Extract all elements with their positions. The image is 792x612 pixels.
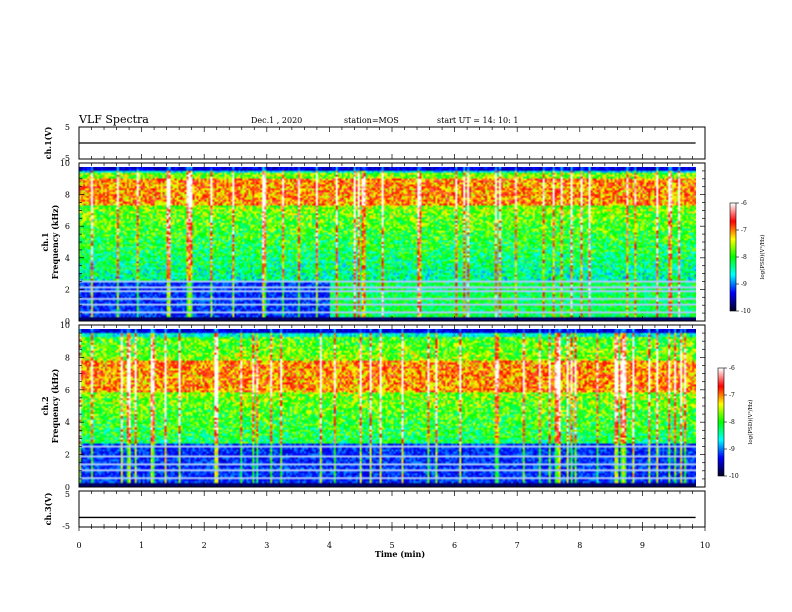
colorbar-tick--10: -10 [729,473,739,480]
ch3-voltage-ylabel: ch.3(V) [43,492,53,525]
ch2-frequency-ticks: 0 2 4 6 8 10 [60,321,705,492]
xtick-label-10: 10 [700,541,710,550]
ch2-ytick-8: 8 [65,353,70,362]
colorbar-tick--6: -6 [741,200,747,207]
colorbar-tick--9: -9 [729,446,735,453]
colorbar-tick--7: -7 [729,392,735,399]
ch2-spectrogram-panel: 0 2 4 6 8 10 ch.2 Frequency (kHz) [40,321,706,492]
colorbar-tick--8: -8 [729,419,735,426]
ch1-ylabel-frequency: Frequency (kHz) [50,204,60,279]
ch2-colorbar-ticks: -6 -7 -8 -9 -10 [724,365,739,480]
colorbar-tick--6: -6 [729,365,735,372]
ch3-voltage-frame [78,490,706,528]
figure-title: VLF Spectra [78,113,149,126]
ch1-colorbar-label: log(PSD)(V²/Hz) [759,235,766,280]
ch1-voltage-panel: 5 -5 ch.1(V) [43,123,706,163]
ch2-colorbar: -6 -7 -8 -9 -10 log(PSD)(V²/Hz) [717,365,754,480]
colorbar-tick--9: -9 [741,281,747,288]
header-date: Dec.1 , 2020 [251,116,302,125]
ch2-ytick-10: 10 [60,321,70,330]
xtick-label-8: 8 [577,541,582,550]
ch1-ytick-bottom: -5 [62,154,70,163]
ch2-ylabel-channel: ch.2 [40,396,50,415]
ch3-ytick-top: 5 [65,490,70,499]
ch1-ytick-2: 2 [65,285,70,294]
ch1-ytick-8: 8 [65,191,70,200]
xtick-label-2: 2 [202,541,207,550]
xtick-label-4: 4 [327,541,332,550]
xtick-label-6: 6 [452,541,457,550]
ch2-ytick-0: 0 [65,483,70,492]
ch1-ytick-6: 6 [65,222,70,231]
ch1-ytick-top: 5 [65,123,70,132]
xtick-label-5: 5 [389,541,394,550]
xtick-label-1: 1 [139,541,144,550]
xtick-label-9: 9 [640,541,645,550]
ch2-ytick-6: 6 [65,386,70,395]
colorbar-tick--10: -10 [741,308,751,315]
header-start-time: start UT = 14: 10: 1 [437,116,518,125]
colorbar-tick--7: -7 [741,227,747,234]
ch1-colorbar-gradient [730,203,736,311]
ch3-ytick-bottom: -5 [62,522,70,531]
ch2-ytick-2: 2 [65,451,70,460]
ch1-voltage-ylabel: ch.1(V) [43,126,53,159]
time-axis-label: Time (min) [375,549,425,559]
ch1-ytick-4: 4 [65,254,70,263]
ch2-colorbar-label: log(PSD)(V²/Hz) [747,400,754,445]
ch3-voltage-panel: 5 -5 ch.3(V) [43,490,706,531]
ch2-ylabel-frequency: Frequency (kHz) [50,368,60,443]
xtick-label-7: 7 [515,541,520,550]
ch1-colorbar: -6 -7 -8 -9 -10 log(PSD)(V²/Hz) [729,200,766,315]
time-axis-tick-labels: 0 1 2 3 4 5 6 7 8 9 10 [76,541,710,550]
ch1-spectrogram-image [79,167,696,321]
ch1-ytick-10: 10 [60,159,70,168]
ch1-ytick-0: 0 [65,317,70,326]
time-minor-ticks [78,127,706,531]
header-station: station=MOS [344,116,399,125]
ch2-colorbar-gradient [718,368,724,476]
ch1-spectrogram-panel: 0 2 4 6 8 10 ch.1 Frequency (kHz) [40,159,706,326]
xtick-label-3: 3 [264,541,269,550]
ch1-ylabel-channel: ch.1 [40,232,50,251]
ch2-ytick-4: 4 [65,418,70,427]
ch2-spectrogram-image [79,329,696,487]
ch1-frequency-ticks: 0 2 4 6 8 10 [60,159,705,326]
colorbar-tick--8: -8 [741,254,747,261]
ch1-colorbar-ticks: -6 -7 -8 -9 -10 [736,200,751,315]
xtick-label-0: 0 [76,541,81,550]
